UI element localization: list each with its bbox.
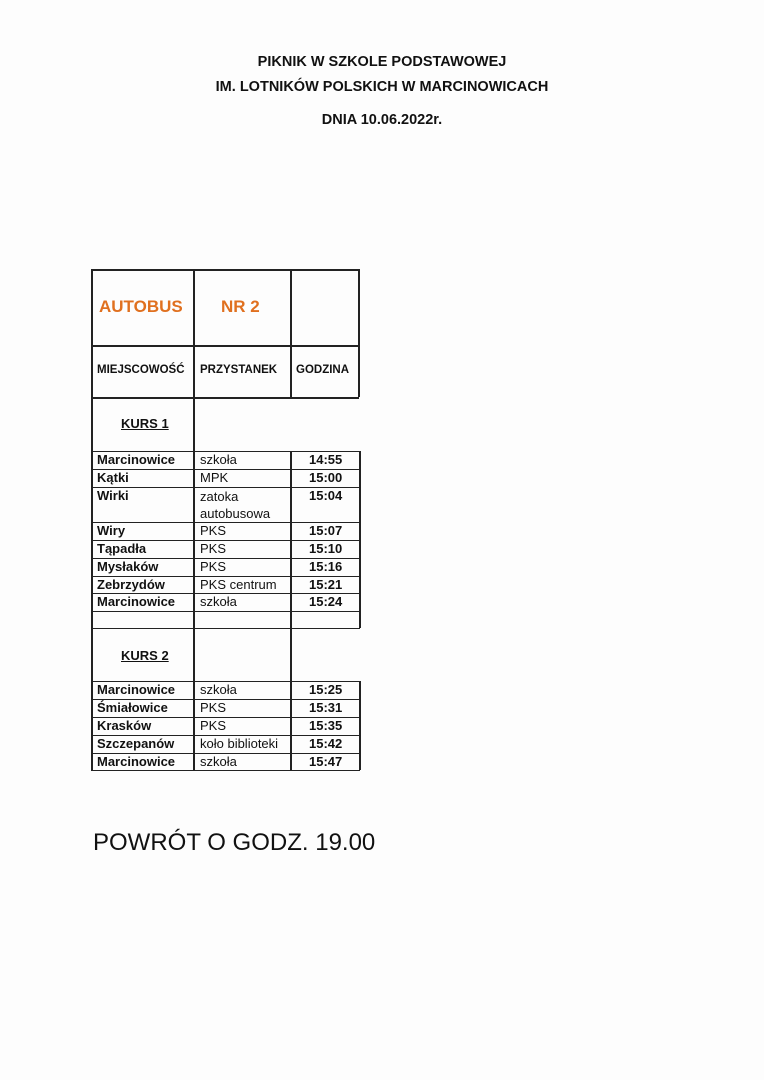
cell-time: 15:21 <box>309 577 343 592</box>
course-2-label: KURS 2 <box>121 648 169 663</box>
cell-time: 15:16 <box>309 559 343 574</box>
table-border <box>290 451 292 628</box>
table-border <box>91 770 360 772</box>
return-time-note: POWRÓT O GODZ. 19.00 <box>93 829 376 856</box>
cell-time: 15:07 <box>309 523 343 538</box>
table-border <box>91 540 360 542</box>
cell-time: 15:42 <box>309 736 343 751</box>
table-border <box>91 397 359 399</box>
cell-place: Wirki <box>97 488 129 503</box>
table-border <box>91 451 360 453</box>
table-border <box>290 681 292 770</box>
cell-place: Marcinowice <box>97 754 176 769</box>
cell-stop: PKS <box>200 700 227 715</box>
bus-number: NR 2 <box>221 297 260 316</box>
header-time: GODZINA <box>296 364 350 376</box>
title-date: DNIA 10.06.2022r. <box>321 112 443 128</box>
table-border <box>91 487 360 489</box>
table-border <box>91 681 93 770</box>
table-border <box>91 717 360 719</box>
table-border <box>193 269 195 451</box>
table-border <box>91 558 360 560</box>
table-border <box>359 681 361 770</box>
cell-stop: MPK <box>200 470 229 485</box>
table-border <box>91 451 93 681</box>
cell-time: 14:55 <box>309 452 343 467</box>
cell-stop: szkoła <box>200 594 237 609</box>
bus-label: AUTOBUS <box>99 297 183 316</box>
title-line-2: IM. LOTNIKÓW POLSKICH W MARCINOWICACH <box>215 79 549 95</box>
table-border <box>91 269 93 451</box>
cell-time: 15:25 <box>309 682 343 697</box>
cell-place: Wiry <box>97 523 126 538</box>
table-border <box>91 611 360 613</box>
title-line-1: PIKNIK W SZKOLE PODSTAWOWEJ <box>257 54 507 70</box>
cell-place: Marcinowice <box>97 594 176 609</box>
table-border <box>193 451 195 681</box>
table-border <box>91 753 360 755</box>
table-border <box>358 269 360 397</box>
cell-stop: szkoła <box>200 452 237 467</box>
table-border <box>91 735 360 737</box>
cell-time: 15:00 <box>309 470 343 485</box>
table-border <box>91 522 360 524</box>
course-1-label: KURS 1 <box>121 416 169 431</box>
cell-stop: szkoła <box>200 754 237 769</box>
table-border <box>193 681 195 770</box>
cell-time: 15:10 <box>309 541 343 556</box>
cell-place: Marcinowice <box>97 682 176 697</box>
table-border <box>91 576 360 578</box>
cell-stop: PKS <box>200 523 227 538</box>
table-border <box>91 469 360 471</box>
table-border <box>91 681 360 683</box>
cell-time: 15:47 <box>309 754 343 769</box>
cell-place: Szczepanów <box>97 736 175 751</box>
cell-place: Marcinowice <box>97 452 176 467</box>
cell-place: Tąpadła <box>97 541 147 556</box>
table-border <box>91 593 360 595</box>
table-border <box>290 611 292 681</box>
cell-place: Zebrzydów <box>97 577 165 592</box>
table-border <box>91 699 360 701</box>
header-place: MIEJSCOWOŚĆ <box>97 364 185 376</box>
cell-place: Krasków <box>97 718 152 733</box>
cell-place: Śmiałowice <box>97 700 168 715</box>
cell-stop: PKS <box>200 718 227 733</box>
cell-stop: szkoła <box>200 682 237 697</box>
cell-time: 15:35 <box>309 718 343 733</box>
cell-stop: PKS centrum <box>200 577 277 592</box>
cell-time: 15:04 <box>309 488 343 503</box>
table-border <box>91 345 359 347</box>
cell-stop: PKS <box>200 559 227 574</box>
cell-stop: koło biblioteki <box>200 736 279 751</box>
cell-time: 15:24 <box>309 594 343 609</box>
cell-stop: PKS <box>200 541 227 556</box>
cell-place: Kątki <box>97 470 129 485</box>
table-border <box>91 628 360 630</box>
cell-place: Mysłaków <box>97 559 159 574</box>
table-border <box>290 269 292 397</box>
table-border <box>359 451 361 628</box>
header-stop: PRZYSTANEK <box>200 364 278 376</box>
table-border <box>91 269 359 271</box>
cell-time: 15:31 <box>309 700 343 715</box>
cell-stop: zatoka autobusowa <box>200 489 271 521</box>
